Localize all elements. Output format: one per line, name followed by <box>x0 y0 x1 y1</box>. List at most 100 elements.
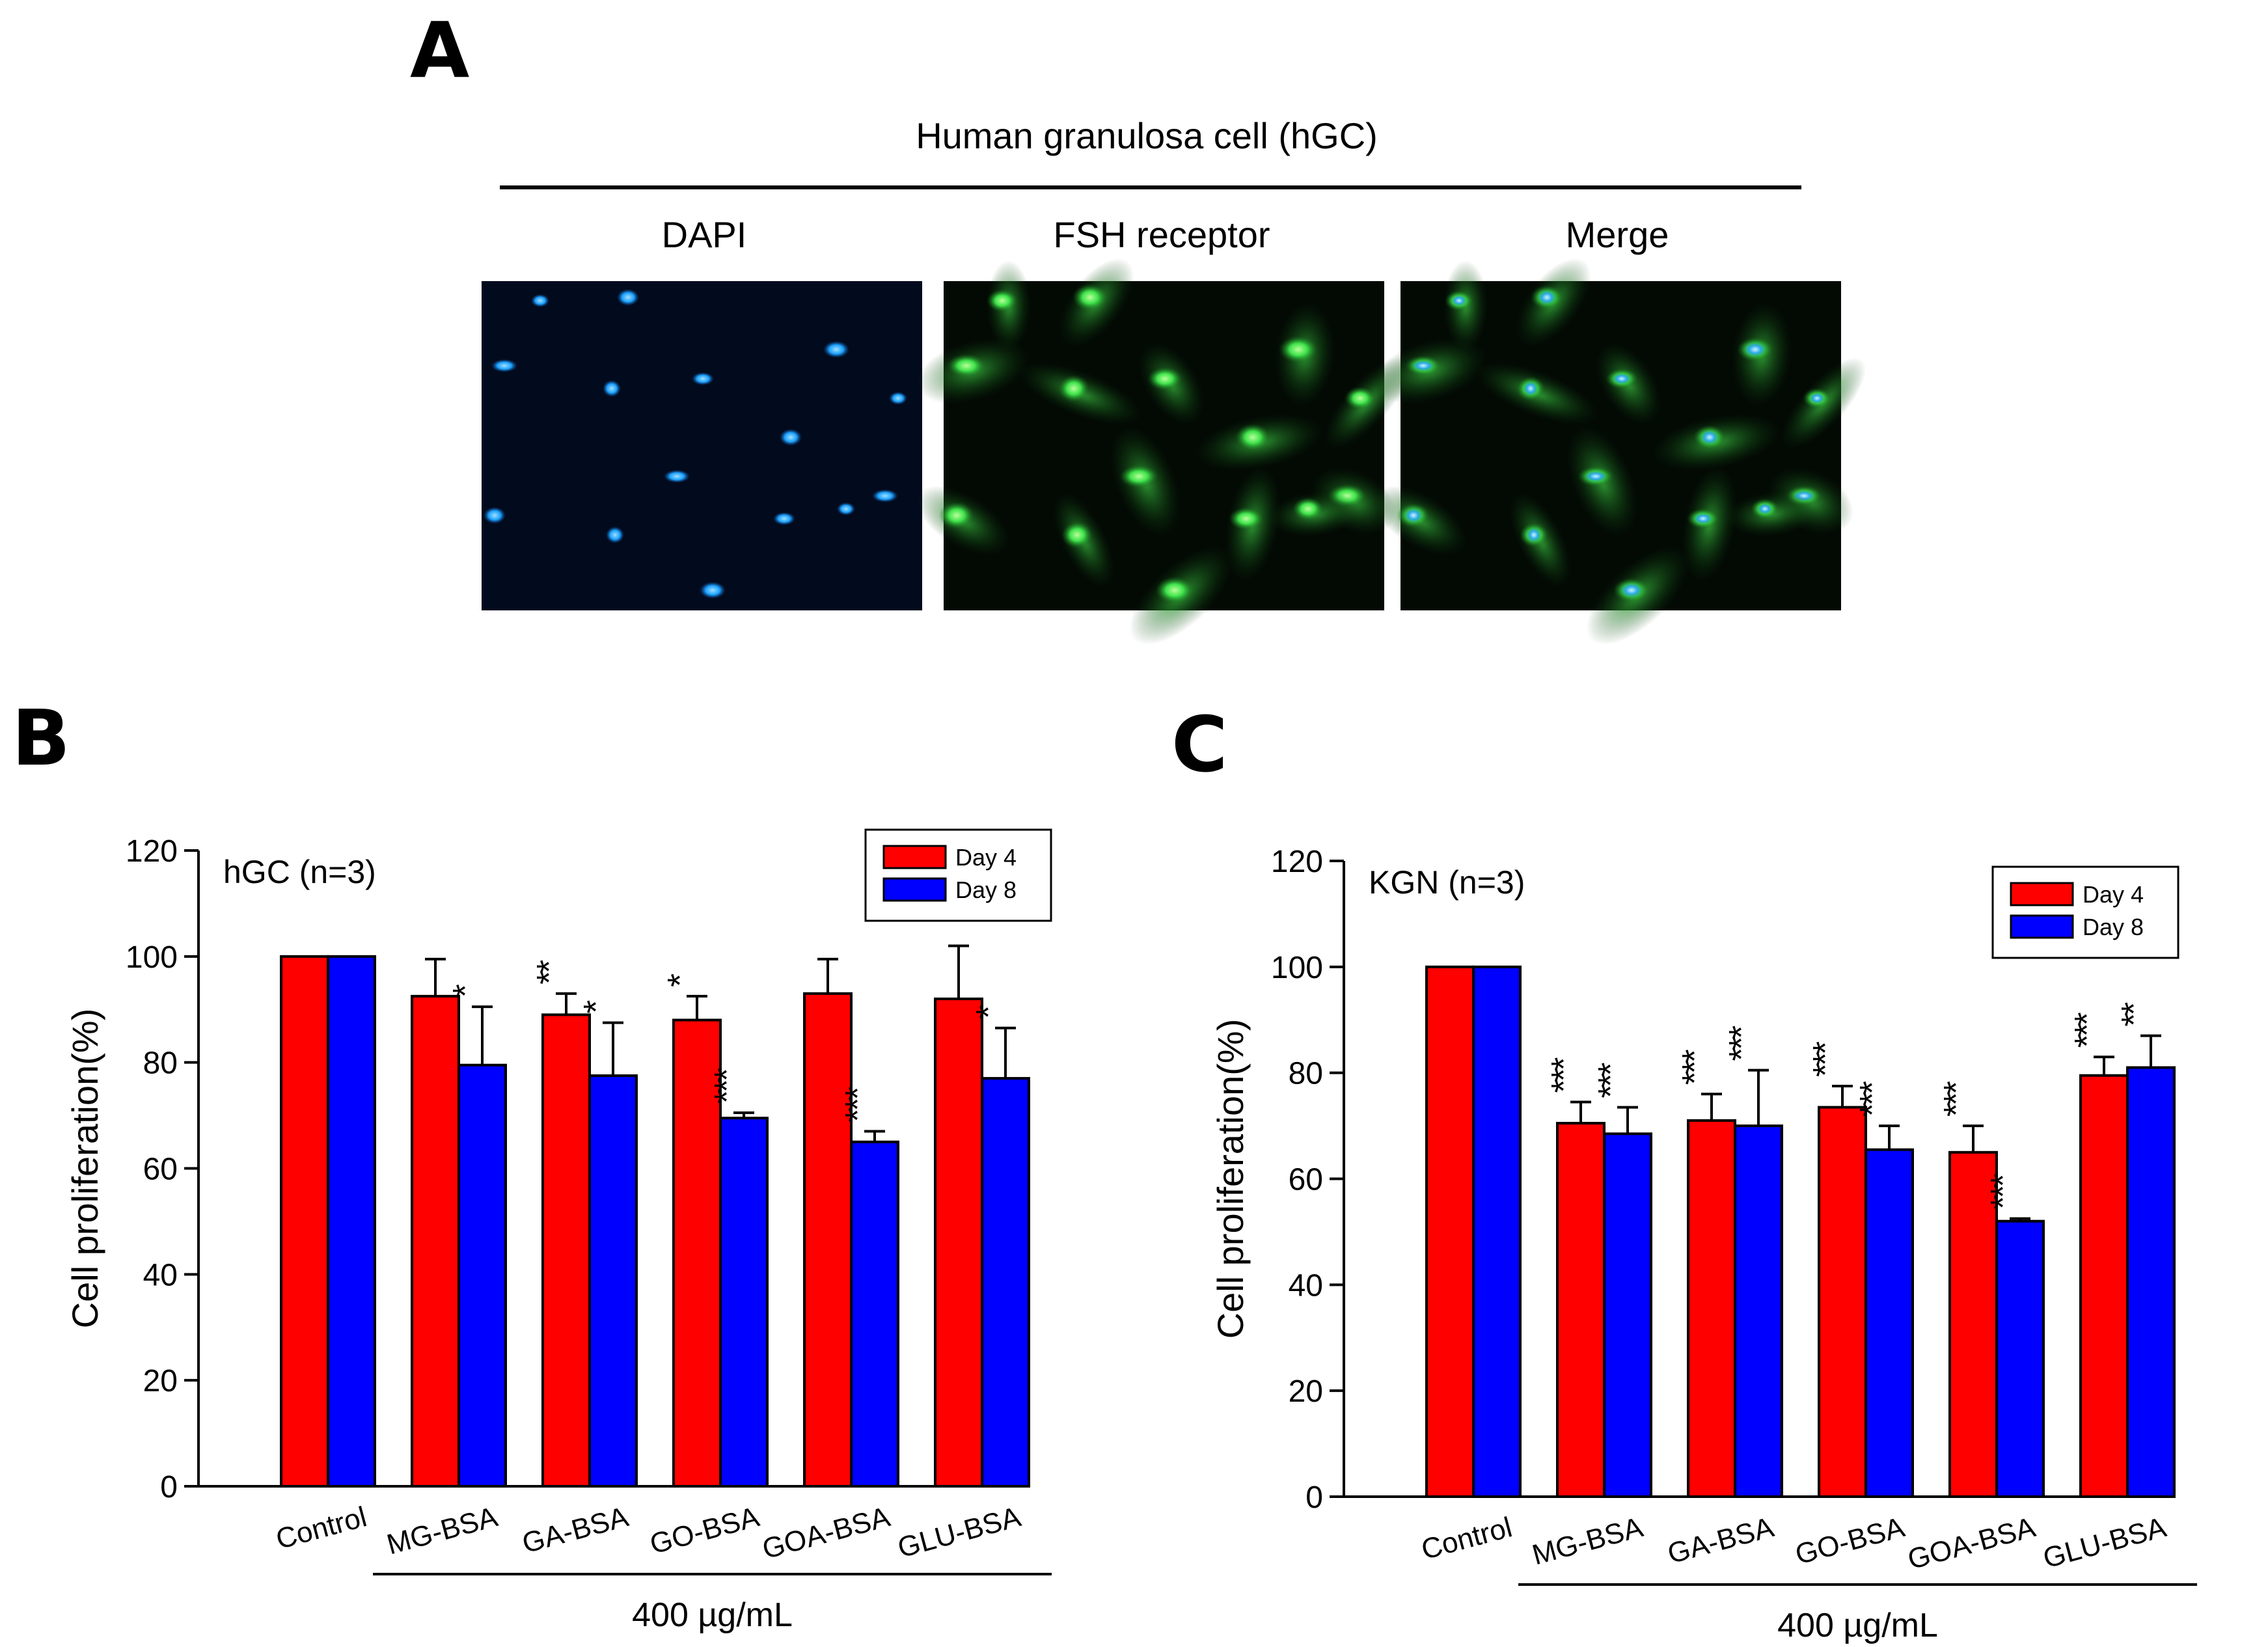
fsh-cell-body <box>1119 465 1158 488</box>
y-tick-label: 40 <box>1289 1268 1323 1303</box>
significance-marker: * <box>577 1000 616 1014</box>
category-label: GLU-BSA <box>2040 1511 2170 1574</box>
category-label: GLU-BSA <box>894 1501 1024 1564</box>
significance-marker: *** <box>1544 1057 1583 1093</box>
bar-day8-go-bsa <box>719 1117 769 1488</box>
legend-label: Day 8 <box>955 877 1017 903</box>
y-tick-label: 60 <box>143 1152 178 1187</box>
merge-nucleus <box>1693 513 1713 524</box>
fsh-cell-body <box>1147 367 1182 390</box>
dapi-nucleus <box>780 429 802 446</box>
merge-nucleus <box>1526 527 1542 543</box>
dapi-nucleus <box>617 289 639 306</box>
significance-marker: *** <box>1722 1026 1761 1061</box>
legend-box <box>864 828 1052 922</box>
chart-b: 0 20 40 60 80 100 120 Cell proliferation(%) hGC … <box>64 828 1052 1634</box>
dose-label: 400 µg/mL <box>1777 1607 1938 1644</box>
legend: Day 4 Day 8 <box>864 828 1052 922</box>
legend-label: Day 8 <box>2083 914 2144 940</box>
bar-day4-mg-bsa <box>411 994 460 1488</box>
category-label: GOA-BSA <box>759 1501 894 1565</box>
bar-day4-control <box>1425 965 1475 1499</box>
y-tick-label: 20 <box>143 1364 178 1398</box>
fsh-cell-body <box>1061 521 1093 549</box>
significance-marker: *** <box>1675 1049 1714 1085</box>
dapi-nucleus <box>837 502 855 515</box>
dapi-nucleus <box>603 380 621 397</box>
merge-nucleus <box>1451 295 1467 306</box>
y-axis-label: Cell proliferation(%) <box>64 1009 105 1329</box>
y-tick-label: 0 <box>1305 1480 1323 1515</box>
significance-marker: *** <box>1984 1174 2023 1210</box>
bar-day4-control <box>280 955 329 1488</box>
merge-nucleus <box>1584 470 1607 482</box>
dose-label: 400 µg/mL <box>632 1596 793 1634</box>
significance-marker: *** <box>707 1068 746 1104</box>
panel-a-title: Human granulosa cell (hGC) <box>916 115 1378 156</box>
significance-marker: *** <box>1853 1081 1892 1117</box>
panel-c-letter: C <box>1171 700 1228 789</box>
category-label: MG-BSA <box>383 1501 501 1560</box>
fsh-cell-body <box>1235 424 1270 451</box>
dapi-nucleus <box>700 582 726 599</box>
merge-nucleus <box>1537 290 1557 305</box>
chart-title: hGC (n=3) <box>223 854 376 890</box>
fsh-cell-body <box>1155 577 1194 604</box>
merge-nucleus <box>1743 342 1767 357</box>
category-label: GO-BSA <box>1792 1511 1909 1571</box>
dapi-nucleus <box>531 294 549 307</box>
micrograph-merge <box>1373 258 1866 646</box>
merge-nucleus <box>1612 373 1632 385</box>
bar-day8-glu-bsa <box>981 1077 1030 1488</box>
bar-day8-goa-bsa <box>1995 1219 2045 1498</box>
bar-day4-goa-bsa <box>803 992 853 1488</box>
bar-day4-mg-bsa <box>1556 1122 1605 1498</box>
significance-marker: ** <box>530 960 569 985</box>
y-tick-label: 20 <box>1289 1374 1323 1409</box>
y-tick-label: 120 <box>1271 845 1323 879</box>
panel-b: B 0 20 40 60 80 100 120 Cell proliferation(%) hG… <box>12 693 1052 1634</box>
fsh-cell-body <box>1229 507 1264 530</box>
panel-a-letter: A <box>410 5 469 95</box>
significance-marker: *** <box>1806 1041 1845 1077</box>
merge-nucleus <box>1404 508 1423 523</box>
significance-marker: * <box>969 1005 1008 1019</box>
bar-day4-ga-bsa <box>541 1013 591 1488</box>
category-label: GA-BSA <box>519 1501 632 1560</box>
fsh-cell-body <box>1073 284 1108 311</box>
dapi-nucleus <box>773 512 795 525</box>
bar-day8-glu-bsa <box>2126 1066 2176 1498</box>
bar-day4-go-bsa <box>1818 1106 1867 1498</box>
legend-swatch <box>2010 882 2074 906</box>
significance-marker: *** <box>1591 1063 1630 1098</box>
dapi-nucleus <box>889 392 907 405</box>
category-label: MG-BSA <box>1529 1511 1646 1571</box>
legend-swatch <box>882 845 947 869</box>
fsh-cell-body <box>1058 375 1089 402</box>
fsh-cell-body <box>987 289 1018 312</box>
significance-marker: *** <box>838 1086 877 1122</box>
chart-title: KGN (n=3) <box>1369 864 1525 901</box>
legend-label: Day 4 <box>955 844 1017 871</box>
legend-swatch <box>2010 914 2074 939</box>
dapi-nucleus <box>872 489 898 502</box>
image-label-fsh-receptor: FSH receptor <box>1054 214 1270 255</box>
chart-c: 0 20 40 60 80 100 120 Cell proliferation(%) KGN … <box>1210 845 2197 1644</box>
y-axis-label: Cell proliferation(%) <box>1210 1019 1251 1339</box>
y-tick-label: 40 <box>143 1258 178 1292</box>
significance-marker: * <box>661 973 700 987</box>
bar-day8-ga-bsa <box>1734 1124 1783 1499</box>
panel-c: C 0 20 40 60 80 100 120 Cell proliferation(%) KG… <box>1171 700 2197 1644</box>
dapi-nucleus <box>692 372 714 385</box>
fsh-cell-body <box>1292 497 1324 521</box>
y-tick-label: 60 <box>1289 1163 1323 1197</box>
merge-nucleus <box>1757 503 1773 515</box>
category-label: GA-BSA <box>1664 1511 1777 1570</box>
y-tick-label: 100 <box>126 940 178 975</box>
bar-day8-mg-bsa <box>1603 1132 1652 1498</box>
significance-marker: * <box>446 984 485 998</box>
significance-marker: *** <box>1937 1081 1976 1117</box>
significance-marker: *** <box>2068 1012 2107 1048</box>
micrograph-dapi <box>482 281 922 610</box>
